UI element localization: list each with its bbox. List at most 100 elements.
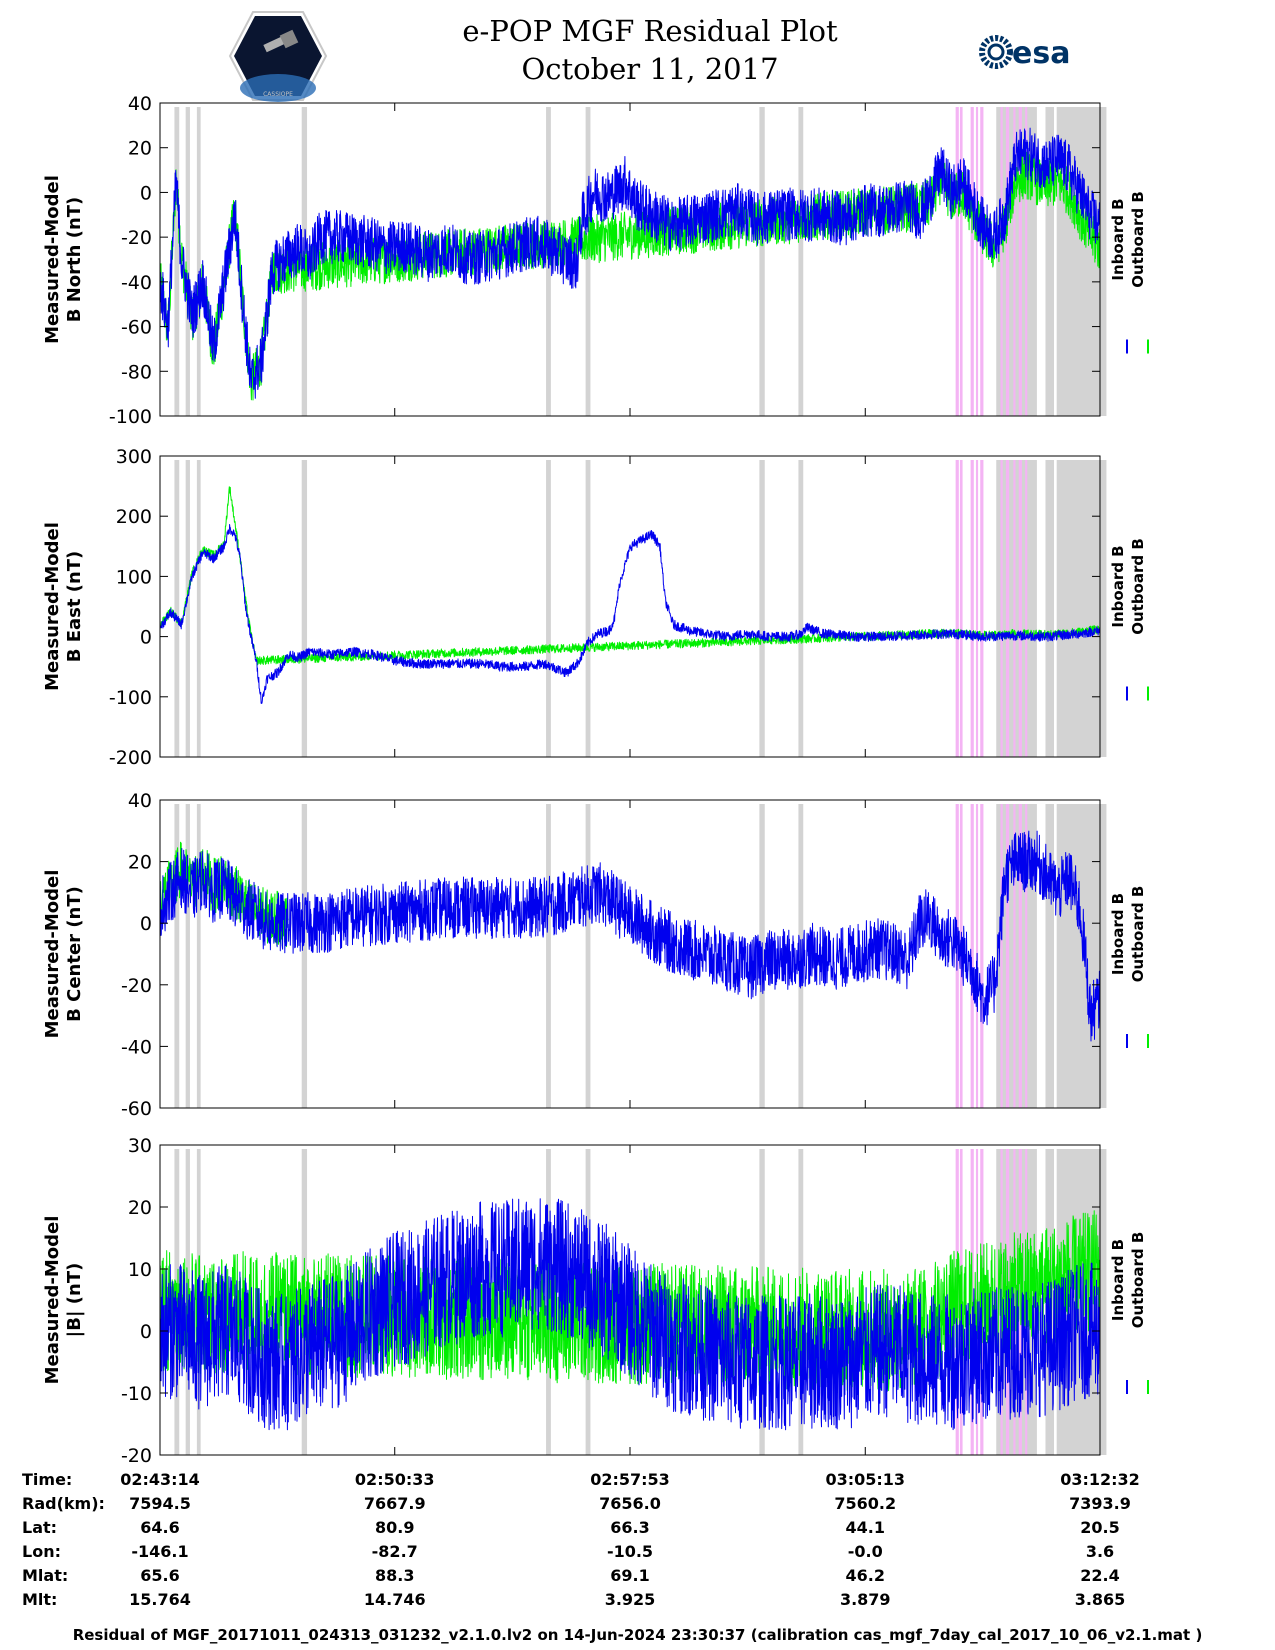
y-tick-label-east-1: 200 (116, 506, 152, 528)
gray-band-9 (1101, 804, 1107, 1108)
pink-band-7 (1013, 107, 1016, 416)
gray-band-5 (585, 107, 591, 416)
gray-band-9 (1101, 460, 1107, 757)
y-tick-label-north-2: 0 (140, 182, 152, 204)
gray-band-8 (1045, 460, 1055, 757)
panel-total: 30 20 10 0 -10 -20 Measured-Model|B| (nT) Inboa… (42, 1135, 1149, 1467)
info-row-label: Lat: (22, 1518, 58, 1537)
gray-block-1 (1056, 460, 1103, 757)
info-value: 20.5 (1080, 1518, 1120, 1537)
info-value: 7594.5 (129, 1494, 191, 1513)
pink-band-8 (1018, 804, 1022, 1108)
y-axis-label-line2-north: B North (nT) (64, 197, 85, 323)
series-inboard-north (159, 127, 1101, 399)
info-value: 7667.9 (363, 1494, 426, 1513)
legend-outboard-label: Outboard B (1129, 538, 1147, 635)
info-value: 69.1 (610, 1566, 650, 1585)
pink-band-2 (970, 460, 974, 757)
info-value: 03:05:13 (825, 1470, 906, 1489)
legend-inboard-label: Inboard B (1109, 198, 1127, 280)
info-value: 02:50:33 (354, 1470, 435, 1489)
footer-caption: Residual of MGF_20171011_024313_031232_v… (72, 1626, 1203, 1644)
info-value: 3.6 (1085, 1542, 1115, 1561)
y-tick-label-north-0: 40 (128, 93, 152, 115)
pink-band-8 (1018, 460, 1022, 757)
info-value: 7393.9 (1069, 1494, 1131, 1513)
info-value: 3.925 (604, 1590, 656, 1609)
pink-band-1 (959, 107, 963, 416)
pink-band-1 (959, 460, 963, 757)
gray-band-9 (1101, 1149, 1107, 1455)
y-tick-label-total-4: -10 (121, 1383, 152, 1405)
gray-band-9 (1101, 107, 1107, 416)
gray-band-2 (196, 460, 201, 757)
info-row-label: Time: (22, 1470, 73, 1489)
pink-band-5 (1000, 804, 1003, 1108)
gray-band-5 (585, 460, 591, 757)
gray-band-4 (546, 460, 551, 757)
y-tick-label-total-0: 30 (128, 1135, 152, 1157)
y-axis-label-total: Measured-Model|B| (nT) (42, 1216, 85, 1385)
info-value: 64.6 (140, 1518, 180, 1537)
gray-band-0 (174, 460, 180, 757)
info-value: 14.746 (363, 1590, 426, 1609)
y-tick-label-center-4: -40 (121, 1036, 152, 1058)
info-value: 65.6 (140, 1566, 180, 1585)
y-tick-label-center-3: -20 (121, 975, 152, 997)
gray-band-3 (301, 804, 308, 1108)
pink-band-0 (955, 107, 959, 416)
gray-band-2 (196, 804, 201, 1108)
pink-band-7 (1013, 460, 1016, 757)
y-tick-label-east-4: -100 (109, 687, 152, 709)
info-value: 88.3 (374, 1566, 415, 1585)
gray-band-1 (185, 460, 190, 757)
pink-band-8 (1018, 107, 1022, 416)
pink-band-5 (1000, 107, 1003, 416)
y-axis-label-line1-east: Measured-Model (42, 522, 63, 691)
info-value: 66.3 (610, 1518, 650, 1537)
pink-band-9 (1025, 460, 1028, 757)
pink-band-6 (1005, 460, 1010, 757)
pink-band-2 (970, 804, 974, 1108)
info-value: 02:43:14 (120, 1470, 200, 1489)
y-tick-label-center-2: 0 (140, 913, 152, 935)
y-axis-label-line1-center: Measured-Model (42, 870, 63, 1039)
legend-inboard-label: Inboard B (1109, 545, 1127, 627)
y-tick-label-north-7: -100 (109, 406, 152, 428)
info-value: 7656.0 (599, 1494, 661, 1513)
y-axis-label-east: Measured-ModelB East (nT) (42, 522, 85, 691)
pink-band-2 (970, 107, 974, 416)
y-tick-label-north-3: -20 (121, 227, 152, 249)
pink-band-6 (1005, 107, 1010, 416)
gray-band-5 (585, 804, 591, 1108)
panel-north: 40 20 0 -20 -40 -60 -80 -100 Measured-ModelB Nor… (42, 93, 1149, 428)
y-axis-label-north: Measured-ModelB North (nT) (42, 175, 85, 344)
y-tick-label-north-5: -60 (121, 317, 152, 339)
legend-north: Inboard B Outboard B (1109, 191, 1147, 288)
esa-logo-text: esa (1012, 36, 1070, 71)
y-tick-label-north-1: 20 (128, 138, 152, 160)
info-value: -146.1 (131, 1542, 189, 1561)
info-value: -0.0 (847, 1542, 883, 1561)
info-value: 15.764 (129, 1590, 191, 1609)
info-row-label: Rad(km): (22, 1494, 105, 1513)
cassiope-logo: CASSIOPE (228, 11, 328, 102)
legend-outboard-label: Outboard B (1129, 191, 1147, 288)
y-tick-label-east-2: 100 (116, 566, 152, 588)
y-tick-label-total-5: -20 (121, 1445, 152, 1467)
legend-center: Inboard B Outboard B (1109, 886, 1147, 983)
pink-band-9 (1025, 107, 1028, 416)
y-tick-label-north-4: -40 (121, 272, 152, 294)
series-inboard-total (159, 1198, 1101, 1431)
y-axis-label-line2-total: |B| (nT) (64, 1263, 85, 1338)
pink-band-3 (975, 107, 979, 416)
pink-band-0 (955, 460, 959, 757)
gray-block-1 (1056, 804, 1103, 1108)
pink-band-9 (1025, 804, 1028, 1108)
legend-inboard-label: Inboard B (1109, 893, 1127, 975)
series-inboard-east (159, 524, 1101, 704)
gray-band-8 (1045, 804, 1055, 1108)
gray-band-2 (196, 107, 201, 416)
gray-band-8 (1045, 107, 1055, 416)
y-tick-label-total-1: 20 (128, 1197, 152, 1219)
